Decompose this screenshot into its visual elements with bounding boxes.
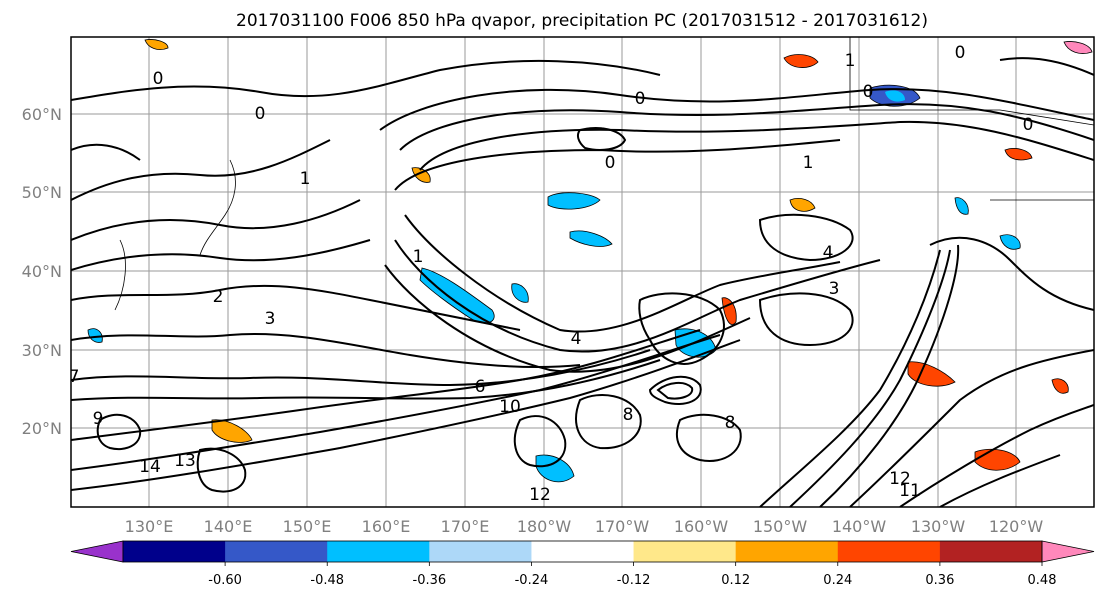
latitude-tick-label: 20°N [22,419,62,438]
contour-label: 4 [571,329,582,349]
contour-label: 0 [1023,115,1034,135]
precipitation-shading [87,39,1093,483]
longitude-tick-label: 140°E [204,517,253,536]
colorbar-swatch [429,541,532,562]
longitude-tick-label: 170°E [441,517,490,536]
contour-label: 1 [845,51,856,71]
longitude-tick-label: 140°W [832,517,887,536]
colorbar-swatch [531,541,635,562]
coastlines [114,37,1094,311]
contour-label: 8 [725,413,736,433]
contour-label: 3 [829,279,840,299]
figure-title: 2017031100 F006 850 hPa qvapor, precipit… [236,11,928,31]
longitude-tick-label: 150°W [753,517,808,536]
longitude-tick-label: 150°E [283,517,332,536]
map-border [70,36,1095,508]
contour-label: 1 [803,153,814,173]
colorbar-swatch [225,541,328,562]
colorbar-swatch [735,541,839,562]
longitude-tick-label: 130°W [911,517,966,536]
longitude-tick-label: 130°E [125,517,174,536]
contour-label: 13 [174,451,196,471]
colorbar-tick-label: 0.24 [823,573,852,588]
longitude-labels: 130°E 140°E 150°E 160°E 170°E 180°W 170°W 160°W… [125,517,1044,536]
qvapor-contours [71,57,1094,507]
contour-label: 0 [863,82,874,102]
colorbar-tick-label: 0.36 [925,573,954,588]
colorbar-swatch [123,541,226,562]
contour-label: 12 [529,485,551,505]
latitude-tick-label: 50°N [22,183,62,202]
colorbar-tick-labels: -0.60 -0.48 -0.36 -0.24 -0.12 0.12 0.24 0.36 0.4… [208,573,1057,588]
latitude-tick-label: 60°N [22,105,62,124]
contour-label: 8 [623,405,634,425]
colorbar-swatch [939,541,1043,562]
contour-label: 1 [300,169,311,189]
colorbar-swatch [633,541,737,562]
longitude-tick-label: 170°W [595,517,650,536]
contour-label: 0 [955,43,966,63]
latitude-labels: 60°N 50°N 40°N 30°N 20°N [22,105,62,438]
longitude-tick-label: 180°W [517,517,572,536]
graticule [71,37,1094,507]
contour-label: 2 [213,287,224,307]
colorbar-tick-label: -0.24 [515,573,549,588]
colorbar-extend-min [70,540,124,563]
colorbar-tick-label: 0.48 [1028,573,1057,588]
contour-label: 0 [255,104,266,124]
longitude-tick-label: 120°W [989,517,1044,536]
contour-label: 10 [499,397,521,417]
colorbar-tick-label: -0.12 [617,573,651,588]
contour-label: 0 [605,153,616,173]
contour-label: 0 [635,89,646,109]
contour-label: 0 [153,69,164,89]
latitude-tick-label: 40°N [22,262,62,281]
colorbar-tick-label: 0.12 [721,573,750,588]
contour-label: 1 [413,247,424,267]
colorbar-tick-label: -0.48 [310,573,344,588]
colorbar-swatch [837,541,941,562]
latitude-tick-label: 30°N [22,341,62,360]
colorbar-tick-label: -0.36 [413,573,447,588]
contour-label: 11 [899,481,921,501]
contour-label: 6 [475,377,486,397]
colorbar [70,540,1095,566]
colorbar-outline [122,540,1043,563]
colorbar-tick-label: -0.60 [208,573,242,588]
contour-label: 7 [69,367,80,387]
contour-label: 4 [823,243,834,263]
contour-label: 3 [265,309,276,329]
contour-label: 9 [93,409,104,429]
colorbar-extend-max [1041,540,1095,563]
colorbar-swatch [327,541,430,562]
longitude-tick-label: 160°E [362,517,411,536]
longitude-tick-label: 160°W [674,517,729,536]
contour-label: 12 [889,469,911,489]
contour-label: 14 [139,457,161,477]
